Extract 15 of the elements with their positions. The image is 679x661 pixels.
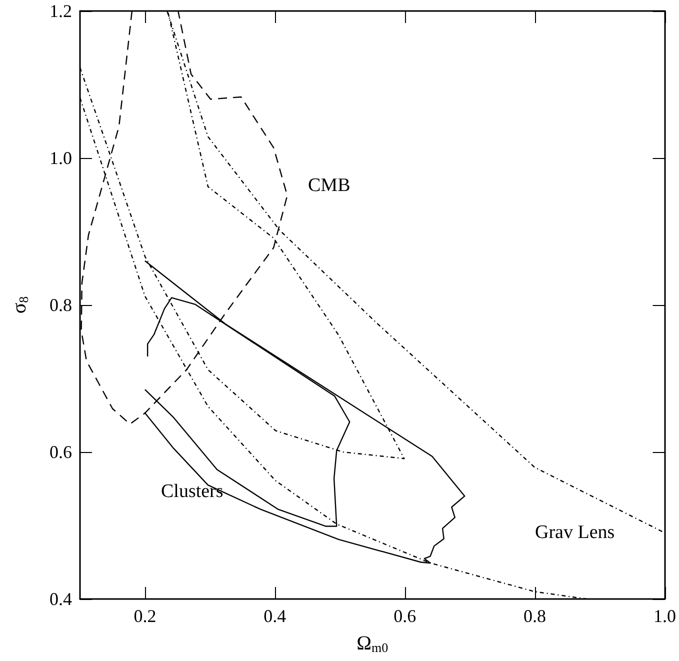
- y-tick-label: 0.8: [50, 295, 72, 315]
- annotation: CMB: [308, 175, 350, 196]
- y-tick-label: 0.6: [50, 442, 72, 462]
- y-tick-label: 1.0: [50, 148, 72, 168]
- x-tick-label: 1.0: [654, 606, 676, 626]
- y-tick-label: 0.4: [50, 589, 72, 609]
- x-tick-label: 0.8: [524, 606, 546, 626]
- annotation: Grav Lens: [535, 522, 615, 543]
- y-axis-title: σ8: [8, 296, 31, 314]
- annotation: Clusters: [161, 481, 224, 502]
- x-tick-label: 0.4: [264, 606, 286, 626]
- x-tick-label: 0.6: [394, 606, 416, 626]
- x-axis-title: Ωm0: [356, 632, 388, 655]
- x-tick-label: 0.2: [134, 606, 156, 626]
- y-tick-label: 1.2: [50, 1, 72, 21]
